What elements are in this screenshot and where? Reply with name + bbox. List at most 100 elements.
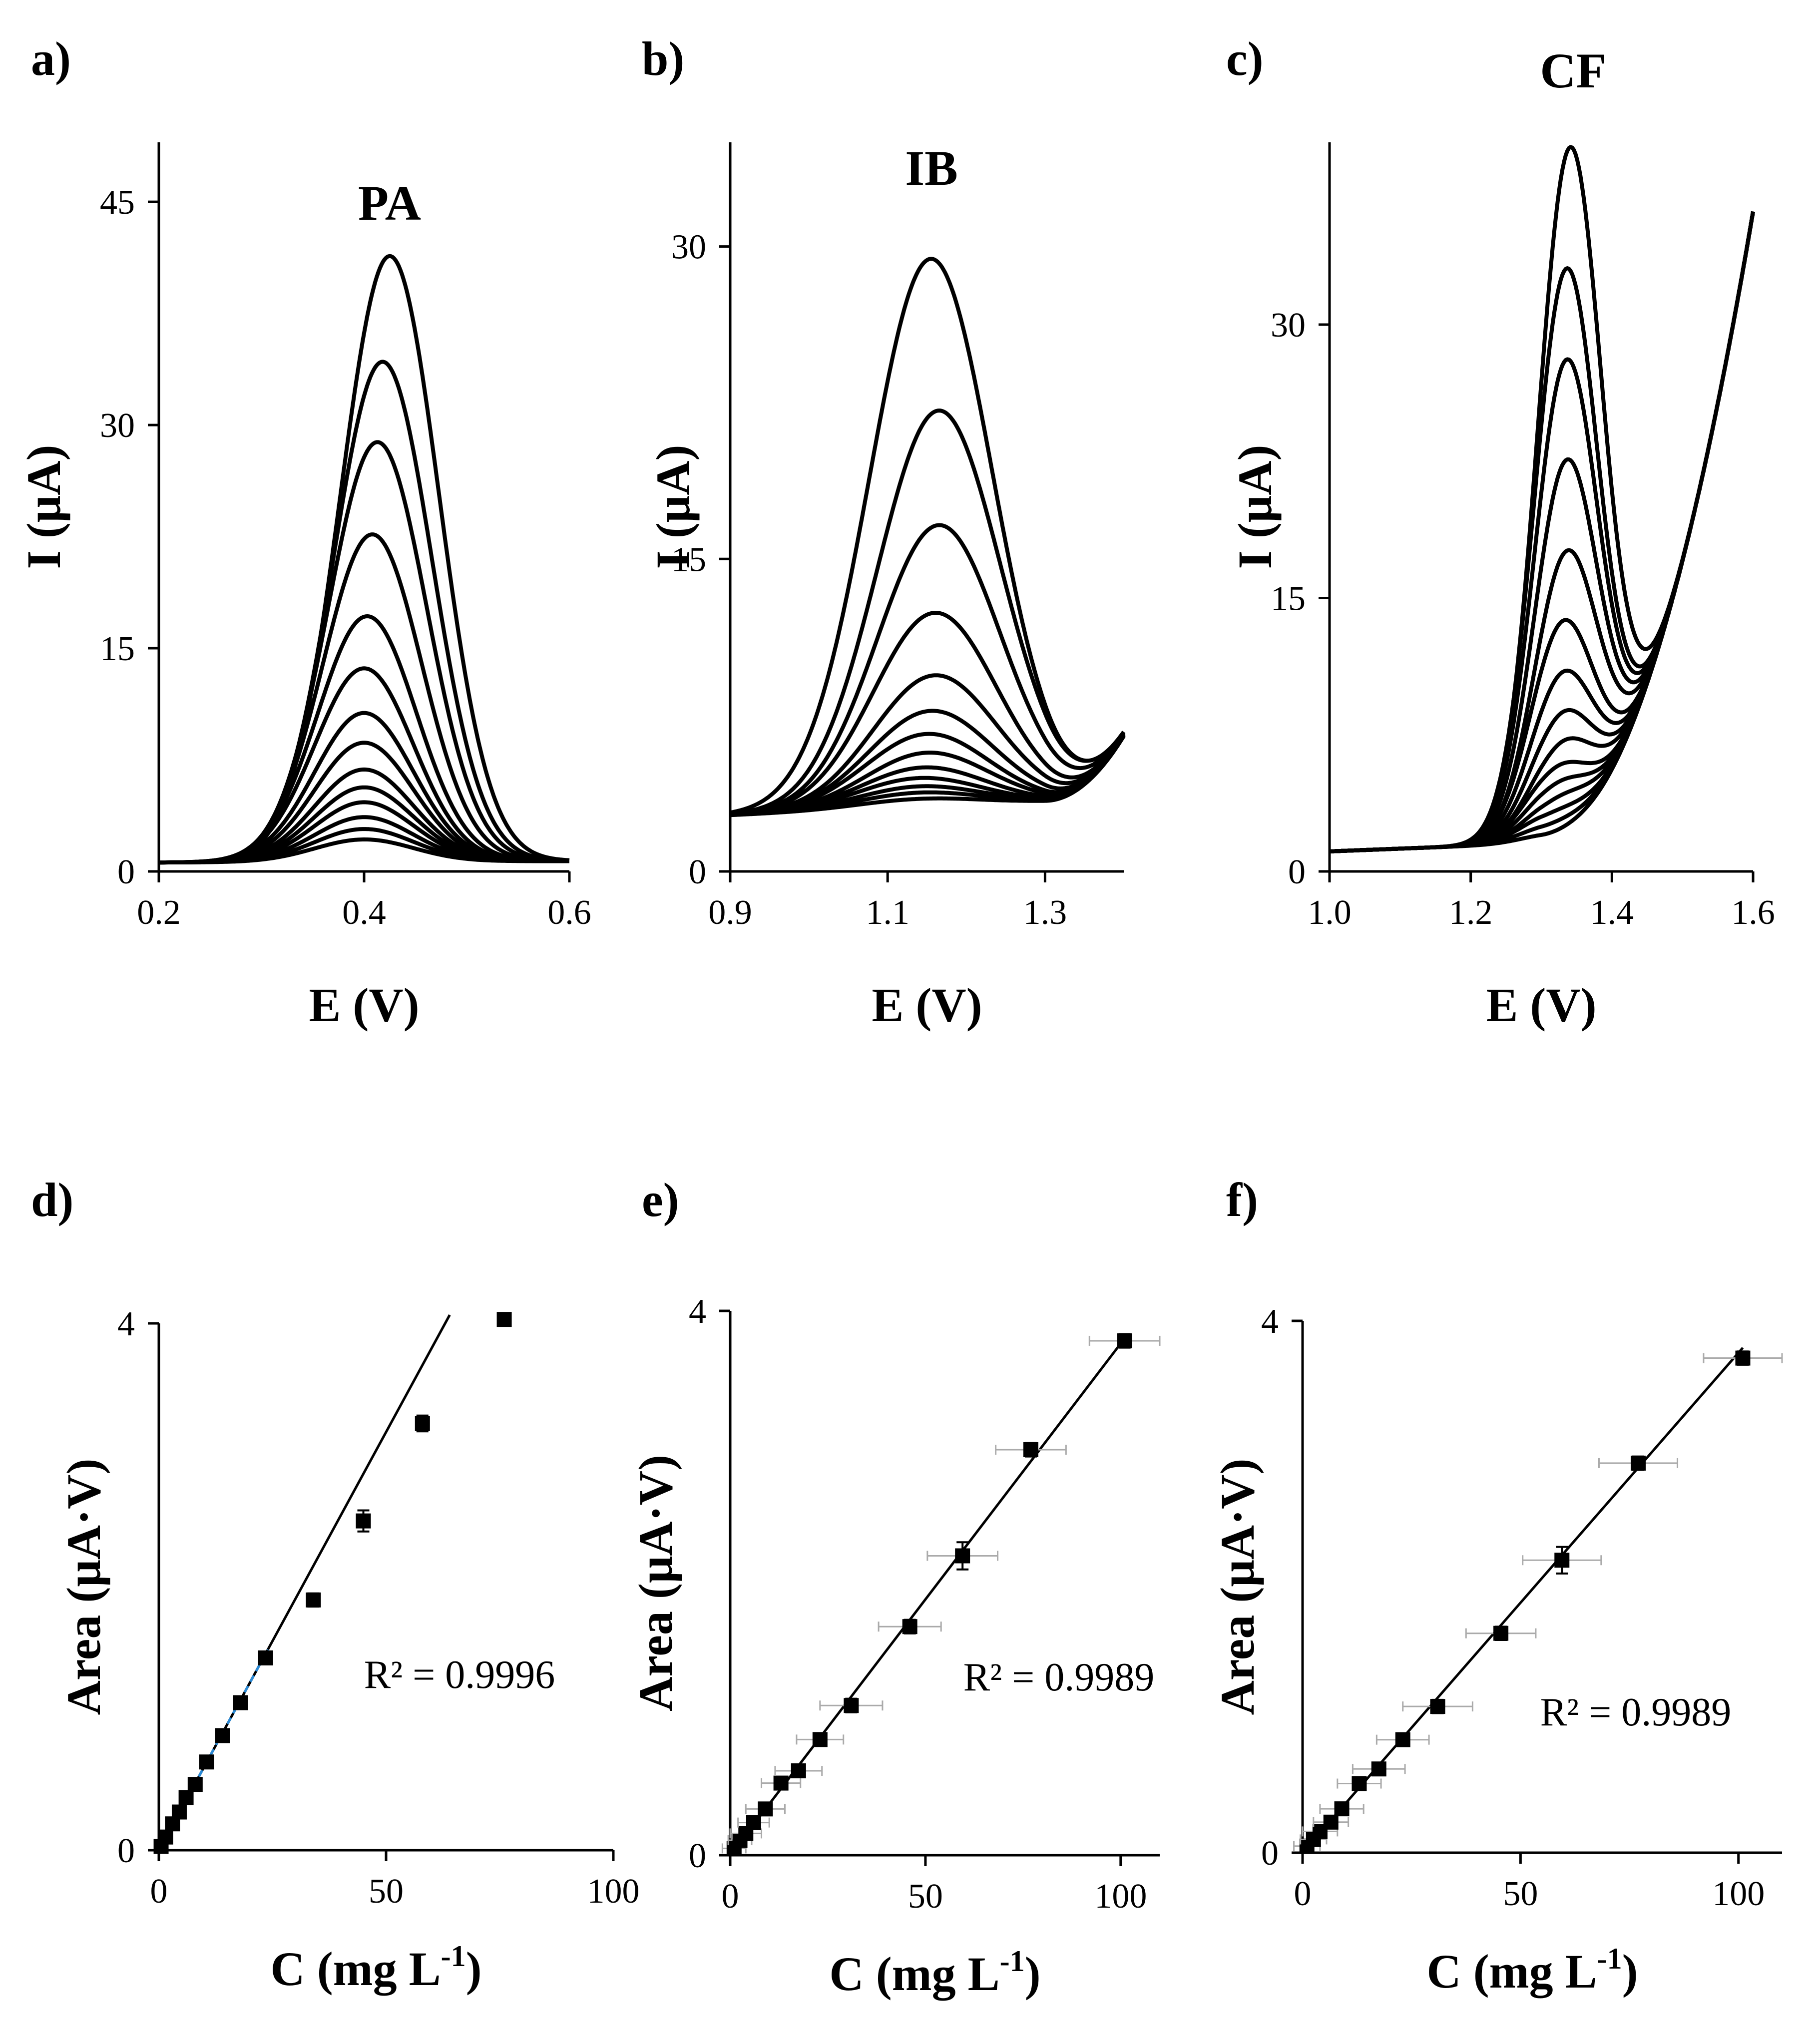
data-point-7	[199, 1754, 214, 1770]
y-axis-label: I (μA)	[1228, 444, 1282, 569]
x-tick-label: 100	[587, 1872, 640, 1911]
data-point-12	[1023, 1442, 1038, 1457]
panel-d: 0 50 100 0 4 R² = 0.9996 C (mg L-1) Area (μA·V)…	[31, 1173, 640, 1996]
panel-c: 1.0 1.2 1.4 1.6 0 15 30 CF E (V) I (μA) c)	[1226, 32, 1775, 1032]
data-point-11	[1554, 1553, 1570, 1568]
y-tick-label: 4	[1261, 1302, 1279, 1341]
x-axis-label: C (mg L-1)	[1426, 1942, 1638, 1998]
y-axis-label: Area (μA·V)	[57, 1459, 110, 1715]
panel-letter-label: a)	[31, 32, 71, 85]
y-axis-label: I (μA)	[646, 444, 700, 569]
calibration-fit-line	[157, 1314, 451, 1851]
x-axis-label-main: C (mg L	[829, 1947, 999, 2001]
data-point-7	[1371, 1761, 1386, 1777]
x-tick-label: 0.9	[708, 893, 752, 932]
y-tick-label: 0	[689, 853, 706, 891]
voltammogram-curve-11	[730, 523, 1126, 816]
data-point-13	[415, 1416, 430, 1431]
data-point-14	[496, 1312, 512, 1327]
panel-letter-label: d)	[31, 1173, 73, 1226]
panel-letter-label: e)	[642, 1173, 679, 1226]
panel-a: 0.2 0.4 0.6 0 15 30 45 PA E (V) I (μA) a)	[17, 32, 591, 1032]
voltammogram-curve-9	[158, 666, 570, 865]
y-tick-label: 0	[117, 853, 135, 891]
calibration-fit-line	[729, 1337, 1126, 1856]
y-tick-label: 0	[689, 1837, 706, 1875]
y-axis-label: Area (μA·V)	[629, 1455, 682, 1711]
data-point-4	[746, 1815, 761, 1830]
data-point-13	[1117, 1333, 1132, 1348]
x-axis-label-close: )	[1025, 1947, 1041, 2001]
panel-title: PA	[358, 175, 421, 231]
data-point-13	[1735, 1350, 1751, 1366]
x-axis-label: E (V)	[1486, 978, 1596, 1032]
x-tick-label: 0	[722, 1877, 739, 1916]
x-tick-label: 0	[1294, 1875, 1312, 1913]
y-tick-label: 15	[100, 630, 135, 668]
data-point-6	[773, 1775, 789, 1791]
panel-letter-label: b)	[642, 32, 684, 85]
x-tick-label: 1.2	[1449, 893, 1493, 932]
x-axis-label: E (V)	[309, 978, 419, 1032]
data-point-7	[791, 1763, 806, 1779]
x-tick-label: 50	[1503, 1875, 1538, 1913]
x-tick-label: 50	[369, 1872, 404, 1911]
y-tick-label: 4	[117, 1305, 135, 1343]
y-tick-label: 0	[1261, 1834, 1279, 1873]
voltammogram-curve-12	[730, 408, 1126, 816]
panel-title: IB	[905, 140, 958, 196]
y-tick-label: 0	[1288, 853, 1306, 891]
calibration-fit-line	[1302, 1347, 1744, 1854]
x-axis-label: E (V)	[872, 978, 982, 1032]
panel-letter-label: c)	[1226, 32, 1264, 85]
data-point-11	[306, 1592, 321, 1608]
x-tick-label: 1.0	[1308, 893, 1352, 932]
data-point-10	[258, 1650, 273, 1665]
x-tick-label: 50	[908, 1877, 943, 1916]
x-axis-label: C (mg L-1)	[270, 1940, 481, 1996]
data-point-6	[1352, 1776, 1367, 1791]
x-axis-label-superscript: -1	[1000, 1945, 1025, 1978]
voltammogram-curve-9	[730, 673, 1126, 817]
data-point-12	[1631, 1455, 1646, 1471]
x-tick-label: 1.3	[1023, 893, 1067, 932]
data-point-2	[158, 1829, 173, 1845]
x-tick-label: 1.6	[1731, 893, 1775, 932]
x-axis-label-main: C (mg L	[270, 1942, 441, 1996]
y-tick-label: 15	[1271, 580, 1306, 618]
y-tick-label: 30	[100, 406, 135, 445]
y-tick-label: 45	[100, 183, 135, 222]
data-point-4	[171, 1804, 187, 1820]
y-tick-label: 15	[671, 540, 706, 579]
data-point-4	[1323, 1814, 1339, 1830]
x-tick-label: 100	[1712, 1875, 1765, 1913]
x-axis-label-close: )	[1622, 1945, 1638, 1998]
data-point-8	[215, 1728, 230, 1743]
x-tick-label: 100	[1094, 1877, 1147, 1916]
panel-b: 0.9 1.1 1.3 0 15 30 IB E (V) I (μA) b)	[642, 32, 1126, 1032]
data-point-12	[356, 1513, 371, 1529]
data-point-9	[233, 1695, 248, 1710]
x-tick-label: 0.6	[547, 893, 591, 932]
y-axis-label: I (μA)	[17, 444, 70, 569]
r-squared-annotation: R² = 0.9996	[364, 1653, 555, 1697]
r-squared-annotation: R² = 0.9989	[1540, 1690, 1731, 1734]
data-point-9	[844, 1698, 859, 1713]
y-tick-label: 30	[671, 228, 706, 267]
data-point-6	[187, 1777, 203, 1792]
x-tick-label: 0.2	[137, 893, 181, 932]
data-point-5	[178, 1790, 194, 1805]
data-point-8	[1395, 1732, 1410, 1747]
x-tick-label: 0.4	[342, 893, 386, 932]
data-point-10	[1493, 1625, 1509, 1641]
voltammogram-curve-13	[730, 257, 1126, 815]
data-point-10	[902, 1619, 917, 1634]
x-tick-label: 1.4	[1590, 893, 1634, 932]
voltammogram-curve-10	[730, 611, 1126, 816]
x-axis-label-superscript: -1	[441, 1940, 466, 1973]
panel-title: CF	[1540, 43, 1606, 98]
voltammogram-curve-15	[1329, 145, 1755, 853]
data-point-8	[812, 1732, 828, 1747]
data-point-9	[1430, 1699, 1445, 1714]
